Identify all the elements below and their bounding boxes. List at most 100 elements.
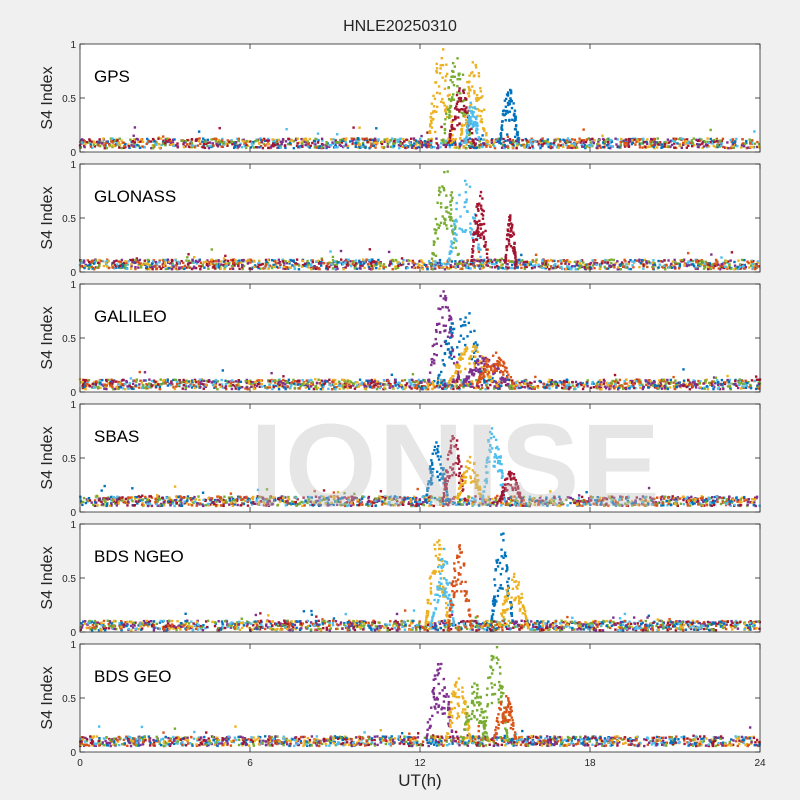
data-point — [322, 385, 325, 388]
data-point — [467, 95, 471, 98]
data-point — [197, 379, 200, 383]
data-point — [495, 382, 498, 385]
data-point — [282, 261, 286, 265]
data-point — [260, 140, 263, 144]
data-point — [442, 143, 445, 147]
data-point — [169, 383, 172, 387]
data-point — [497, 259, 500, 262]
data-point — [364, 145, 367, 149]
data-point — [109, 380, 112, 384]
data-point — [476, 207, 480, 211]
data-point — [346, 264, 349, 267]
data-point — [453, 127, 456, 131]
data-point — [680, 384, 683, 387]
data-point — [658, 263, 661, 266]
data-point — [307, 266, 310, 269]
data-point — [680, 137, 683, 140]
data-point — [458, 227, 461, 230]
data-point — [288, 262, 291, 265]
data-point — [681, 258, 684, 262]
data-point — [368, 138, 372, 141]
data-point — [282, 386, 286, 389]
data-point — [456, 100, 459, 103]
data-point — [705, 385, 709, 388]
data-point — [627, 138, 631, 141]
data-point — [444, 79, 447, 82]
data-point — [93, 268, 96, 271]
data-point — [562, 380, 566, 383]
data-point — [446, 335, 450, 338]
data-point — [526, 385, 530, 388]
data-point — [456, 108, 459, 111]
data-point — [319, 383, 322, 387]
data-point — [321, 143, 325, 146]
data-point — [465, 200, 468, 204]
data-point — [479, 248, 482, 251]
data-point — [135, 378, 139, 381]
data-point — [289, 386, 292, 389]
data-point — [153, 140, 156, 143]
data-point — [474, 146, 477, 150]
scatter-points — [78, 48, 761, 150]
data-point — [130, 386, 133, 389]
data-point — [657, 259, 660, 263]
data-point — [704, 380, 707, 383]
data-point — [544, 265, 547, 269]
data-point — [344, 259, 348, 262]
data-point — [482, 209, 485, 213]
data-point — [563, 259, 566, 263]
data-point — [157, 142, 161, 146]
data-point — [619, 263, 623, 266]
data-point — [677, 262, 680, 265]
data-point — [744, 383, 747, 386]
data-point — [641, 387, 645, 391]
data-point — [653, 140, 656, 144]
data-point — [701, 142, 704, 145]
data-point — [544, 259, 547, 263]
data-point — [170, 267, 174, 271]
data-point — [477, 247, 480, 251]
data-point — [480, 207, 483, 210]
data-point — [440, 262, 444, 266]
data-point — [482, 235, 486, 238]
data-point — [712, 376, 716, 379]
data-point — [386, 142, 390, 145]
data-point — [265, 139, 269, 142]
data-point — [117, 383, 120, 386]
data-point — [469, 261, 473, 264]
data-point — [394, 379, 397, 382]
data-point — [366, 263, 370, 266]
data-point — [485, 261, 488, 264]
data-point — [435, 228, 438, 232]
data-point — [245, 381, 249, 385]
data-point — [641, 142, 645, 145]
data-point — [229, 384, 233, 388]
data-point — [655, 141, 659, 144]
data-point — [526, 382, 529, 385]
data-point — [634, 380, 638, 383]
data-point — [409, 137, 413, 140]
data-point — [109, 144, 112, 147]
data-point — [729, 138, 732, 142]
data-point — [266, 386, 270, 389]
data-point — [533, 385, 537, 389]
data-point — [89, 143, 92, 146]
data-point — [656, 146, 659, 149]
data-point — [458, 110, 461, 113]
data-point — [484, 243, 487, 247]
data-point — [570, 142, 573, 146]
data-point — [193, 145, 196, 149]
data-point — [475, 124, 478, 127]
data-point — [447, 141, 450, 144]
data-point — [672, 385, 676, 388]
data-point — [473, 143, 477, 147]
data-point — [645, 141, 649, 144]
data-point — [162, 142, 165, 146]
data-point — [127, 143, 130, 146]
data-point — [305, 265, 309, 268]
data-point — [361, 141, 365, 145]
data-point — [373, 139, 376, 142]
data-point — [272, 386, 275, 389]
data-point — [723, 146, 727, 149]
